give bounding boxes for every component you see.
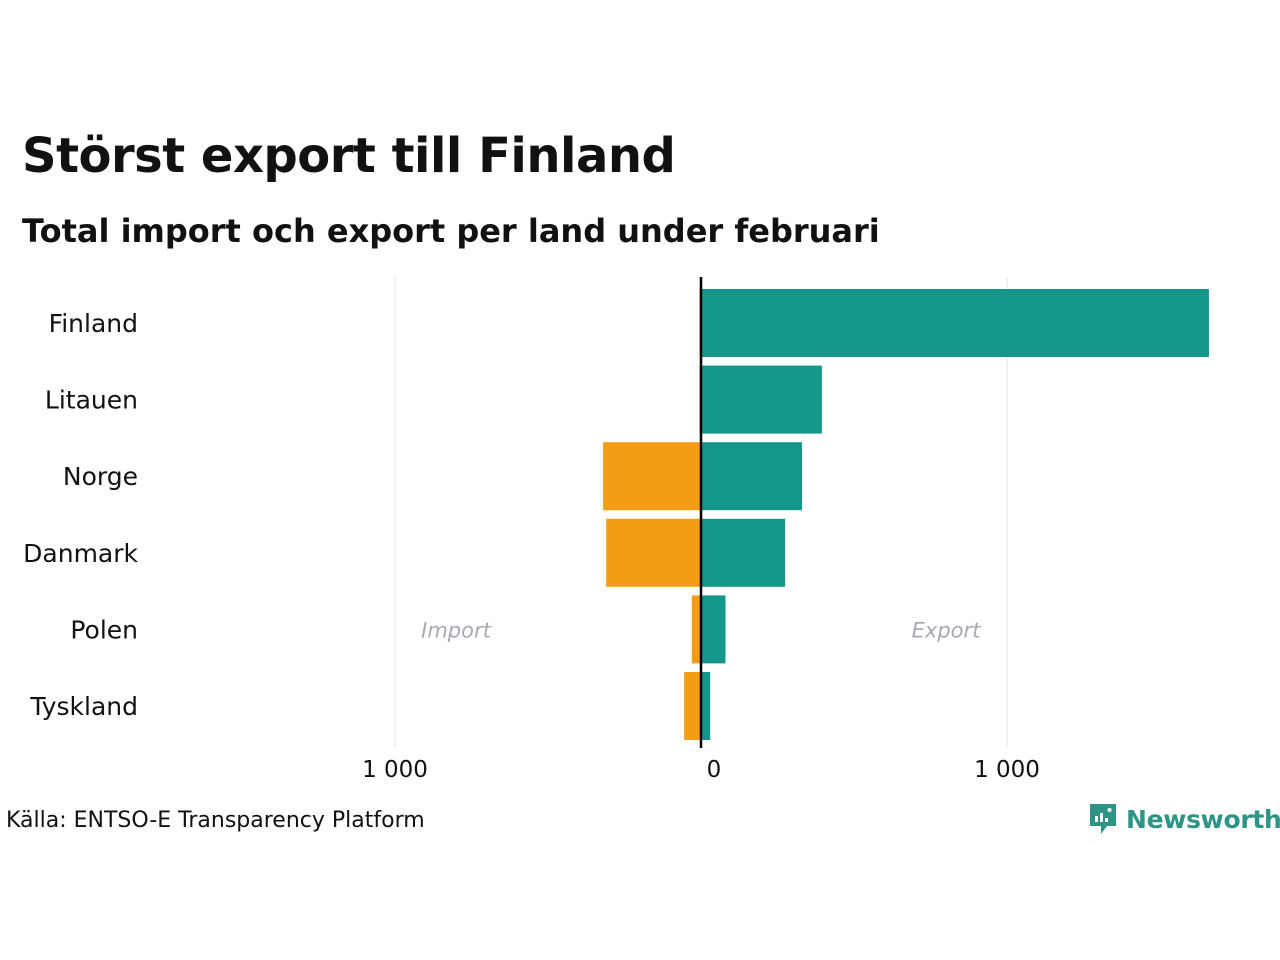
x-tick-label: 0 [707,757,722,783]
source-note: Källa: ENTSO-E Transparency Platform [6,808,425,833]
category-label: Litauen [45,386,138,415]
export-bar [701,365,822,434]
newsworthy-brand: Newsworthy [1088,802,1280,836]
x-tick-label: 1 000 [974,757,1040,783]
x-tick-label: 1 000 [362,757,428,783]
bar-chart: Import Export Finland Litauen Norge Danmark P… [23,277,1209,783]
import-bar [691,595,701,664]
import-bar [603,442,701,511]
import-annotation: Import [421,618,491,642]
import-bar [684,672,701,740]
category-labels: Finland Litauen Norge Danmark Polen Tyskland [23,309,138,721]
export-annotation: Export [912,618,982,642]
brand-name: Newsworthy [1126,804,1280,834]
x-tick-labels: 1 000 0 1 000 [362,757,1040,783]
category-label: Finland [49,309,138,338]
export-bar [701,672,711,740]
bars [603,289,1209,740]
export-bar [701,595,726,664]
export-bar [701,289,1209,357]
chart-subtitle: Total import och export per land under f… [22,212,880,250]
export-bar [701,518,786,587]
newsworthy-logo-icon [1090,804,1116,834]
import-bar [606,518,701,587]
export-bar [701,442,802,511]
annotations: Import Export [421,618,981,642]
category-label: Tyskland [29,692,138,721]
category-label: Polen [70,615,138,644]
chart-title: Störst export till Finland [22,128,676,184]
category-label: Norge [63,462,138,491]
category-label: Danmark [23,539,138,568]
